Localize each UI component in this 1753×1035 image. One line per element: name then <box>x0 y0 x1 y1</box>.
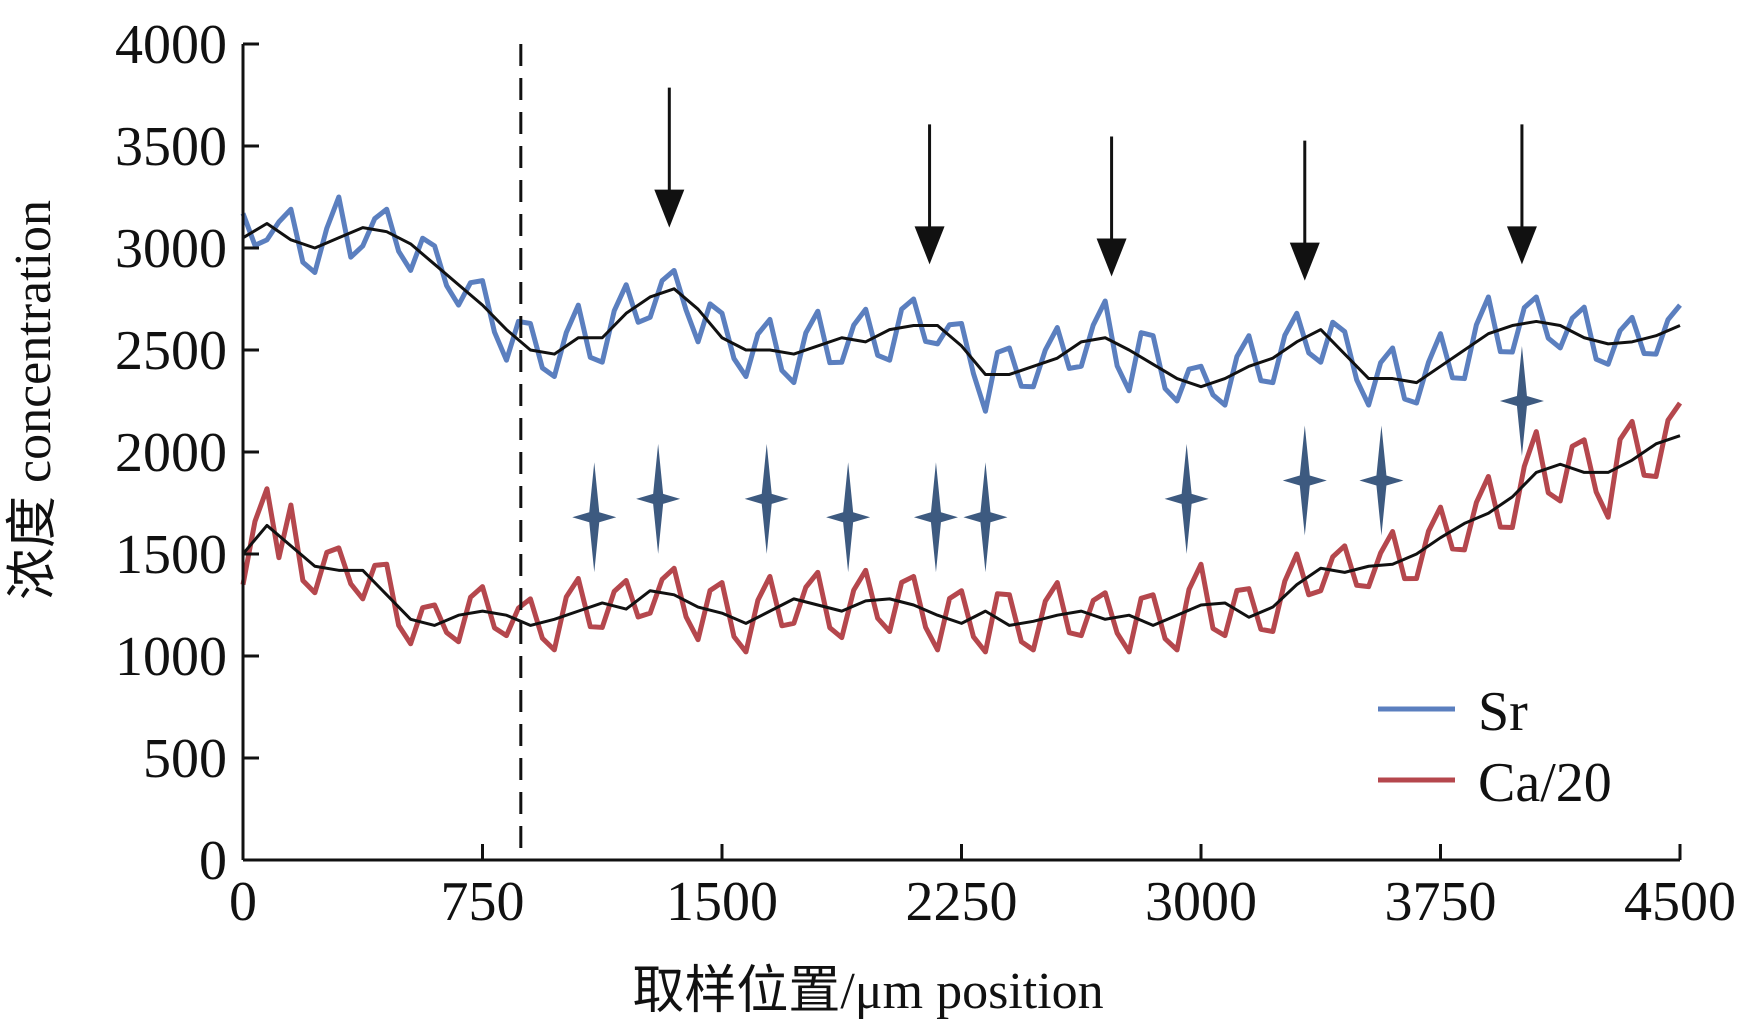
y-axis-title: 浓度 concentration <box>5 200 62 600</box>
y-tick-label-1: 500 <box>143 728 227 790</box>
x-tick-label-0: 0 <box>229 871 257 933</box>
legend: Sr Ca/20 <box>1378 681 1612 814</box>
y-axis-title-group: 浓度 concentration <box>5 200 62 600</box>
series-smooth-line-sr <box>242 222 1681 389</box>
series-line-sr <box>240 194 1682 414</box>
arrow-head-0 <box>654 189 685 228</box>
x-tick-label-2: 1500 <box>666 871 778 933</box>
x-tick-label-1: 750 <box>441 871 525 933</box>
star-marker-6 <box>1164 443 1209 554</box>
legend-label-sr: Sr <box>1478 681 1528 743</box>
series-line-ca <box>240 401 1683 655</box>
y-tick-label-8: 4000 <box>115 14 227 76</box>
arrow-head-2 <box>1096 238 1127 277</box>
y-tick-label-0: 0 <box>199 830 227 892</box>
x-tick-label-6: 4500 <box>1624 871 1736 933</box>
y-tick-label-6: 3000 <box>115 218 227 280</box>
arrow-head-3 <box>1289 242 1320 281</box>
series-smooth-line-ca <box>241 434 1681 627</box>
star-marker-2 <box>744 443 789 554</box>
axes: 0 500 1000 1500 2000 2500 3000 3500 4000 0 750 1500… <box>115 14 1736 933</box>
star-marker-9 <box>1499 346 1544 456</box>
star-marker-5 <box>963 462 1008 573</box>
star-marker-7 <box>1282 425 1327 536</box>
y-tick-label-3: 1500 <box>115 524 227 586</box>
x-tick-label-3: 2250 <box>906 871 1018 933</box>
star-marker-1 <box>636 443 681 554</box>
arrow-head-4 <box>1506 226 1537 265</box>
star-marker-4 <box>913 462 958 573</box>
star-marker-0 <box>572 462 617 573</box>
x-tick-label-4: 3000 <box>1145 871 1257 933</box>
star-marker-8 <box>1359 425 1404 536</box>
plot-area <box>240 44 1683 860</box>
arrow-head-1 <box>914 226 945 265</box>
y-tick-label-7: 3500 <box>115 116 227 178</box>
x-axis-title: 取样位置/μm position <box>632 963 1103 1020</box>
y-tick-label-4: 2000 <box>115 422 227 484</box>
y-tick-label-5: 2500 <box>115 320 227 382</box>
x-tick-label-5: 3750 <box>1385 871 1497 933</box>
legend-label-ca: Ca/20 <box>1478 752 1612 814</box>
star-marker-3 <box>826 462 871 573</box>
y-tick-label-2: 1000 <box>115 626 227 688</box>
